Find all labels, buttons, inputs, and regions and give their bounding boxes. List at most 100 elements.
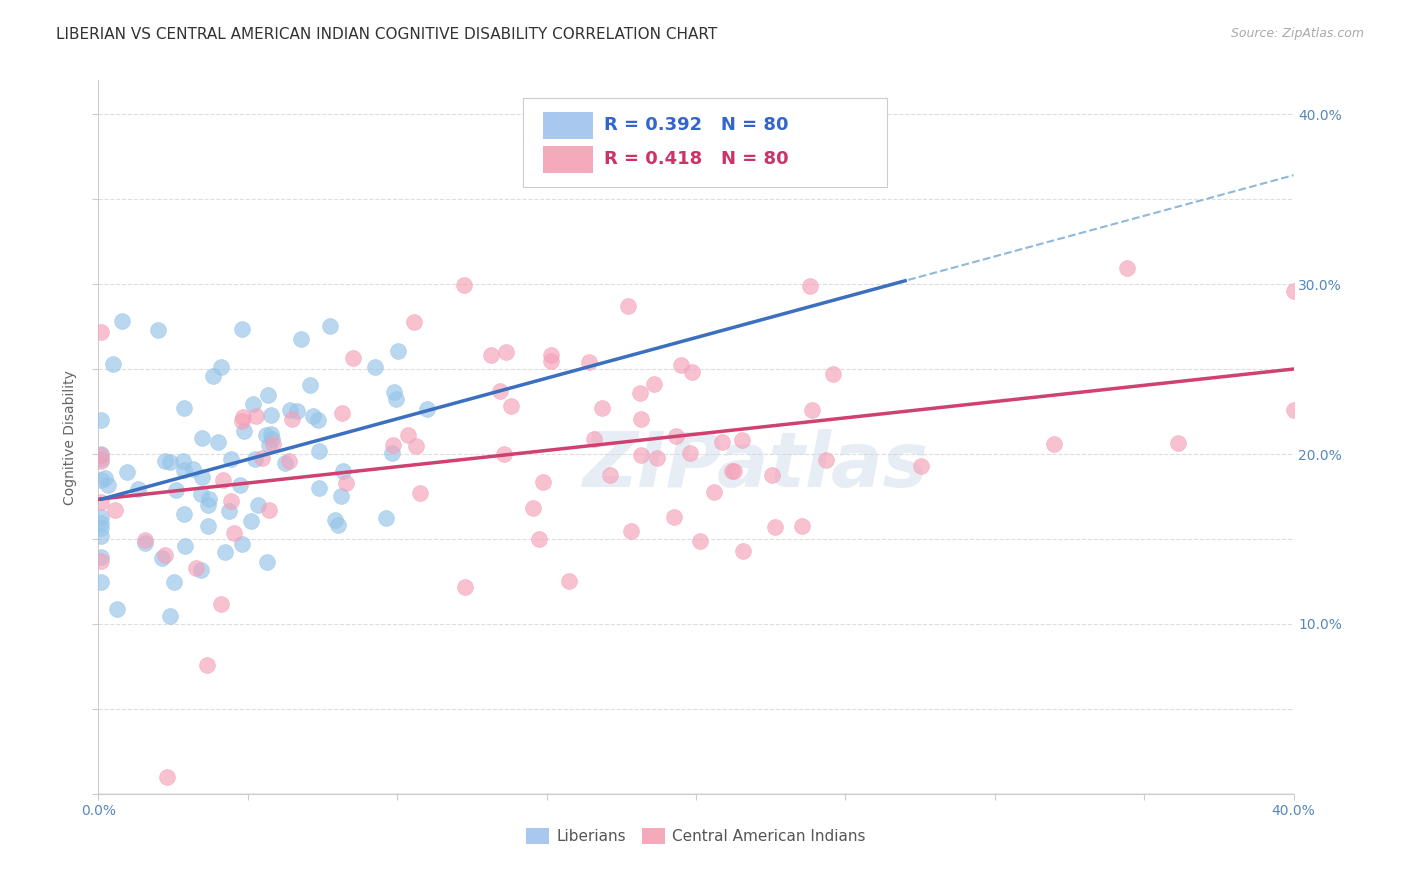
Text: R = 0.392   N = 80: R = 0.392 N = 80 bbox=[605, 116, 789, 134]
Y-axis label: Cognitive Disability: Cognitive Disability bbox=[63, 369, 77, 505]
Point bbox=[453, 278, 475, 293]
Point bbox=[209, 598, 232, 612]
Point bbox=[330, 405, 353, 419]
Point bbox=[689, 533, 711, 548]
Point bbox=[262, 432, 284, 446]
Point bbox=[173, 539, 195, 553]
Point bbox=[90, 495, 112, 509]
Point bbox=[308, 444, 330, 458]
Point bbox=[173, 401, 195, 416]
Point bbox=[190, 563, 212, 577]
Point bbox=[104, 503, 127, 517]
Point bbox=[90, 549, 112, 564]
FancyBboxPatch shape bbox=[523, 98, 887, 187]
Point bbox=[527, 532, 550, 546]
Point bbox=[173, 507, 195, 521]
Point bbox=[191, 469, 214, 483]
Point bbox=[134, 533, 156, 547]
Point bbox=[1282, 285, 1305, 299]
Point bbox=[387, 343, 409, 358]
Point bbox=[495, 344, 517, 359]
Point bbox=[281, 412, 304, 426]
Point bbox=[90, 575, 112, 590]
Point bbox=[763, 520, 786, 534]
Point bbox=[402, 315, 425, 329]
Point bbox=[409, 485, 432, 500]
Point bbox=[323, 513, 346, 527]
Point bbox=[190, 431, 212, 445]
Point bbox=[90, 473, 112, 487]
Point bbox=[319, 318, 342, 333]
Point bbox=[381, 446, 404, 460]
Point bbox=[302, 409, 325, 424]
Point bbox=[256, 555, 278, 569]
Point bbox=[115, 465, 138, 479]
Point bbox=[326, 518, 349, 533]
Point bbox=[582, 432, 605, 446]
Point bbox=[207, 434, 229, 449]
Point bbox=[385, 392, 408, 407]
Point bbox=[97, 478, 120, 492]
Point bbox=[405, 439, 427, 453]
Point bbox=[209, 360, 232, 375]
Legend: Liberians, Central American Indians: Liberians, Central American Indians bbox=[520, 822, 872, 850]
Point bbox=[1042, 437, 1064, 451]
Point bbox=[197, 498, 219, 512]
Text: Source: ZipAtlas.com: Source: ZipAtlas.com bbox=[1230, 27, 1364, 40]
Point bbox=[332, 464, 354, 478]
Point bbox=[195, 657, 218, 672]
Point bbox=[731, 544, 754, 558]
Point bbox=[730, 434, 752, 448]
Point bbox=[257, 502, 280, 516]
Point bbox=[290, 332, 312, 346]
Point bbox=[363, 359, 385, 374]
Point bbox=[218, 504, 240, 518]
Point bbox=[540, 348, 562, 362]
Point bbox=[211, 473, 233, 487]
Point bbox=[231, 536, 253, 550]
Point bbox=[202, 369, 225, 384]
Point bbox=[153, 548, 176, 562]
Point bbox=[90, 448, 112, 462]
Point bbox=[242, 397, 264, 411]
Point bbox=[531, 475, 554, 489]
Point bbox=[146, 323, 169, 337]
Point bbox=[278, 454, 301, 468]
Point bbox=[761, 468, 783, 483]
Point bbox=[1116, 260, 1139, 275]
Point bbox=[375, 511, 398, 525]
Point bbox=[260, 427, 283, 442]
Point bbox=[1167, 435, 1189, 450]
Point bbox=[260, 408, 283, 422]
Point bbox=[173, 462, 195, 476]
Point bbox=[172, 454, 194, 468]
Point bbox=[799, 278, 821, 293]
Point bbox=[163, 575, 186, 590]
Point bbox=[278, 403, 301, 417]
Point bbox=[232, 409, 254, 424]
Point bbox=[299, 377, 322, 392]
Point bbox=[90, 413, 112, 427]
Point bbox=[335, 475, 357, 490]
Point bbox=[219, 494, 242, 508]
Point bbox=[307, 413, 329, 427]
Point bbox=[910, 458, 932, 473]
Point bbox=[155, 454, 177, 468]
Point bbox=[671, 358, 693, 372]
Point bbox=[628, 385, 651, 400]
Point bbox=[214, 545, 236, 559]
Point bbox=[231, 414, 253, 428]
Point bbox=[90, 509, 112, 524]
Point bbox=[156, 770, 179, 784]
Point bbox=[165, 483, 187, 498]
Point bbox=[454, 580, 477, 594]
Point bbox=[221, 451, 243, 466]
Point bbox=[679, 446, 702, 460]
Point bbox=[105, 602, 128, 616]
Point bbox=[630, 448, 652, 462]
Point bbox=[134, 536, 156, 550]
Point bbox=[381, 437, 404, 451]
Point bbox=[150, 550, 173, 565]
Point bbox=[231, 322, 253, 336]
Point bbox=[90, 325, 112, 339]
